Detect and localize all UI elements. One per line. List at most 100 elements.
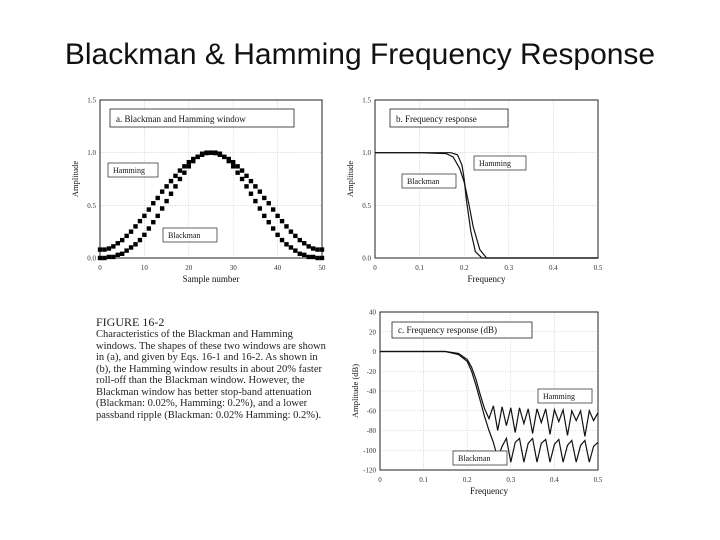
data-point bbox=[191, 158, 196, 164]
data-point bbox=[173, 173, 178, 179]
figure-caption-text: Characteristics of the Blackman and Hamm… bbox=[96, 329, 326, 421]
data-point bbox=[297, 251, 302, 256]
data-point bbox=[235, 170, 240, 175]
series-label: Hamming bbox=[543, 392, 575, 401]
data-point bbox=[270, 207, 276, 212]
chart-title-box bbox=[109, 108, 295, 128]
plot-frame bbox=[99, 99, 323, 259]
y-tick-label: 0.0 bbox=[87, 255, 96, 263]
x-tick-label: 10 bbox=[141, 264, 149, 272]
data-point bbox=[199, 151, 205, 156]
data-point bbox=[275, 213, 280, 219]
y-tick-label: 0.5 bbox=[362, 202, 371, 210]
data-point bbox=[244, 173, 249, 179]
data-point bbox=[306, 244, 311, 249]
series-label: Blackman bbox=[458, 454, 490, 463]
data-point bbox=[173, 184, 178, 189]
data-point bbox=[315, 247, 320, 252]
data-point bbox=[120, 237, 125, 243]
data-point bbox=[128, 245, 134, 250]
data-point bbox=[133, 242, 138, 247]
data-point bbox=[97, 247, 103, 252]
data-point bbox=[222, 154, 227, 160]
data-point bbox=[315, 255, 320, 261]
x-tick-label: 0.2 bbox=[463, 476, 472, 484]
data-point bbox=[106, 246, 112, 251]
y-axis-label: Amplitude bbox=[70, 161, 80, 198]
data-point bbox=[244, 184, 249, 189]
y-axis-label: Amplitude (dB) bbox=[350, 364, 360, 418]
data-point bbox=[120, 251, 125, 256]
data-point bbox=[186, 164, 191, 169]
x-tick-label: 0.3 bbox=[506, 476, 515, 484]
data-point bbox=[128, 229, 134, 234]
x-tick-label: 0 bbox=[378, 476, 382, 484]
data-point bbox=[151, 219, 156, 225]
data-point bbox=[115, 252, 120, 258]
data-point bbox=[319, 255, 325, 261]
x-tick-label: 0.4 bbox=[550, 476, 559, 484]
chart-panel-2: 0 0.1 0.2 0.3 0.4 0.5 -120 -100 -80 -60 -40 -20 0 20 4… bbox=[350, 309, 603, 497]
y-tick-label: -60 bbox=[367, 407, 377, 415]
data-point bbox=[124, 233, 129, 239]
data-point bbox=[231, 159, 236, 165]
data-point bbox=[239, 176, 245, 182]
data-point bbox=[177, 176, 183, 182]
data-point bbox=[279, 218, 285, 224]
series-label-box bbox=[107, 162, 159, 178]
series-label-box bbox=[452, 450, 508, 466]
y-tick-label: -100 bbox=[363, 447, 376, 455]
data-point bbox=[208, 150, 214, 155]
x-tick-label: 20 bbox=[185, 264, 193, 272]
x-tick-label: 0.5 bbox=[594, 476, 603, 484]
y-tick-label: 0.0 bbox=[362, 255, 371, 263]
data-point bbox=[262, 195, 267, 201]
data-point bbox=[124, 248, 129, 253]
data-point bbox=[231, 164, 236, 169]
y-tick-label: 1.5 bbox=[87, 97, 96, 105]
data-point bbox=[257, 206, 263, 211]
data-point bbox=[137, 237, 143, 243]
data-point bbox=[288, 229, 294, 234]
data-point bbox=[253, 184, 258, 189]
data-point bbox=[204, 150, 209, 155]
x-tick-label: 0 bbox=[98, 264, 102, 272]
data-point bbox=[297, 237, 302, 243]
data-point bbox=[97, 255, 103, 261]
chart-panel-1: 0 0.1 0.2 0.3 0.4 0.5 0.0 0.5 1.0 1.5 Frequency Amp… bbox=[345, 97, 603, 285]
series-label-box bbox=[401, 173, 457, 189]
data-point bbox=[235, 164, 240, 169]
x-tick-label: 50 bbox=[319, 264, 327, 272]
x-tick-label: 0.1 bbox=[419, 476, 428, 484]
data-point bbox=[248, 178, 254, 184]
data-point bbox=[270, 226, 276, 231]
series-label-box bbox=[473, 155, 527, 171]
data-point bbox=[319, 247, 325, 252]
data-point bbox=[239, 168, 245, 173]
data-point bbox=[266, 219, 271, 225]
chart-title: b. Frequency response bbox=[396, 114, 477, 124]
data-point bbox=[213, 150, 218, 155]
series-label-box bbox=[162, 227, 218, 243]
data-point bbox=[111, 254, 116, 260]
x-tick-label: 0.2 bbox=[460, 264, 469, 272]
data-point bbox=[142, 232, 147, 238]
data-point bbox=[164, 198, 169, 204]
data-point bbox=[102, 247, 107, 252]
x-tick-label: 0.4 bbox=[549, 264, 558, 272]
series-label-box bbox=[537, 388, 593, 404]
x-tick-label: 0.1 bbox=[415, 264, 424, 272]
data-point bbox=[186, 159, 191, 165]
data-point bbox=[142, 213, 147, 219]
data-point bbox=[253, 198, 258, 204]
data-point bbox=[182, 170, 187, 175]
data-point bbox=[164, 184, 169, 189]
x-axis-label: Frequency bbox=[468, 274, 506, 284]
x-tick-label: 30 bbox=[230, 264, 238, 272]
chart-title: c. Frequency response (dB) bbox=[398, 325, 497, 335]
chart-panel-0: 0 10 20 30 40 50 0.0 0.5 1.0 1.5 Sample number Ampl… bbox=[70, 97, 326, 285]
x-tick-label: 0.3 bbox=[504, 264, 513, 272]
data-point bbox=[102, 255, 107, 261]
y-tick-label: 0.5 bbox=[87, 202, 96, 210]
